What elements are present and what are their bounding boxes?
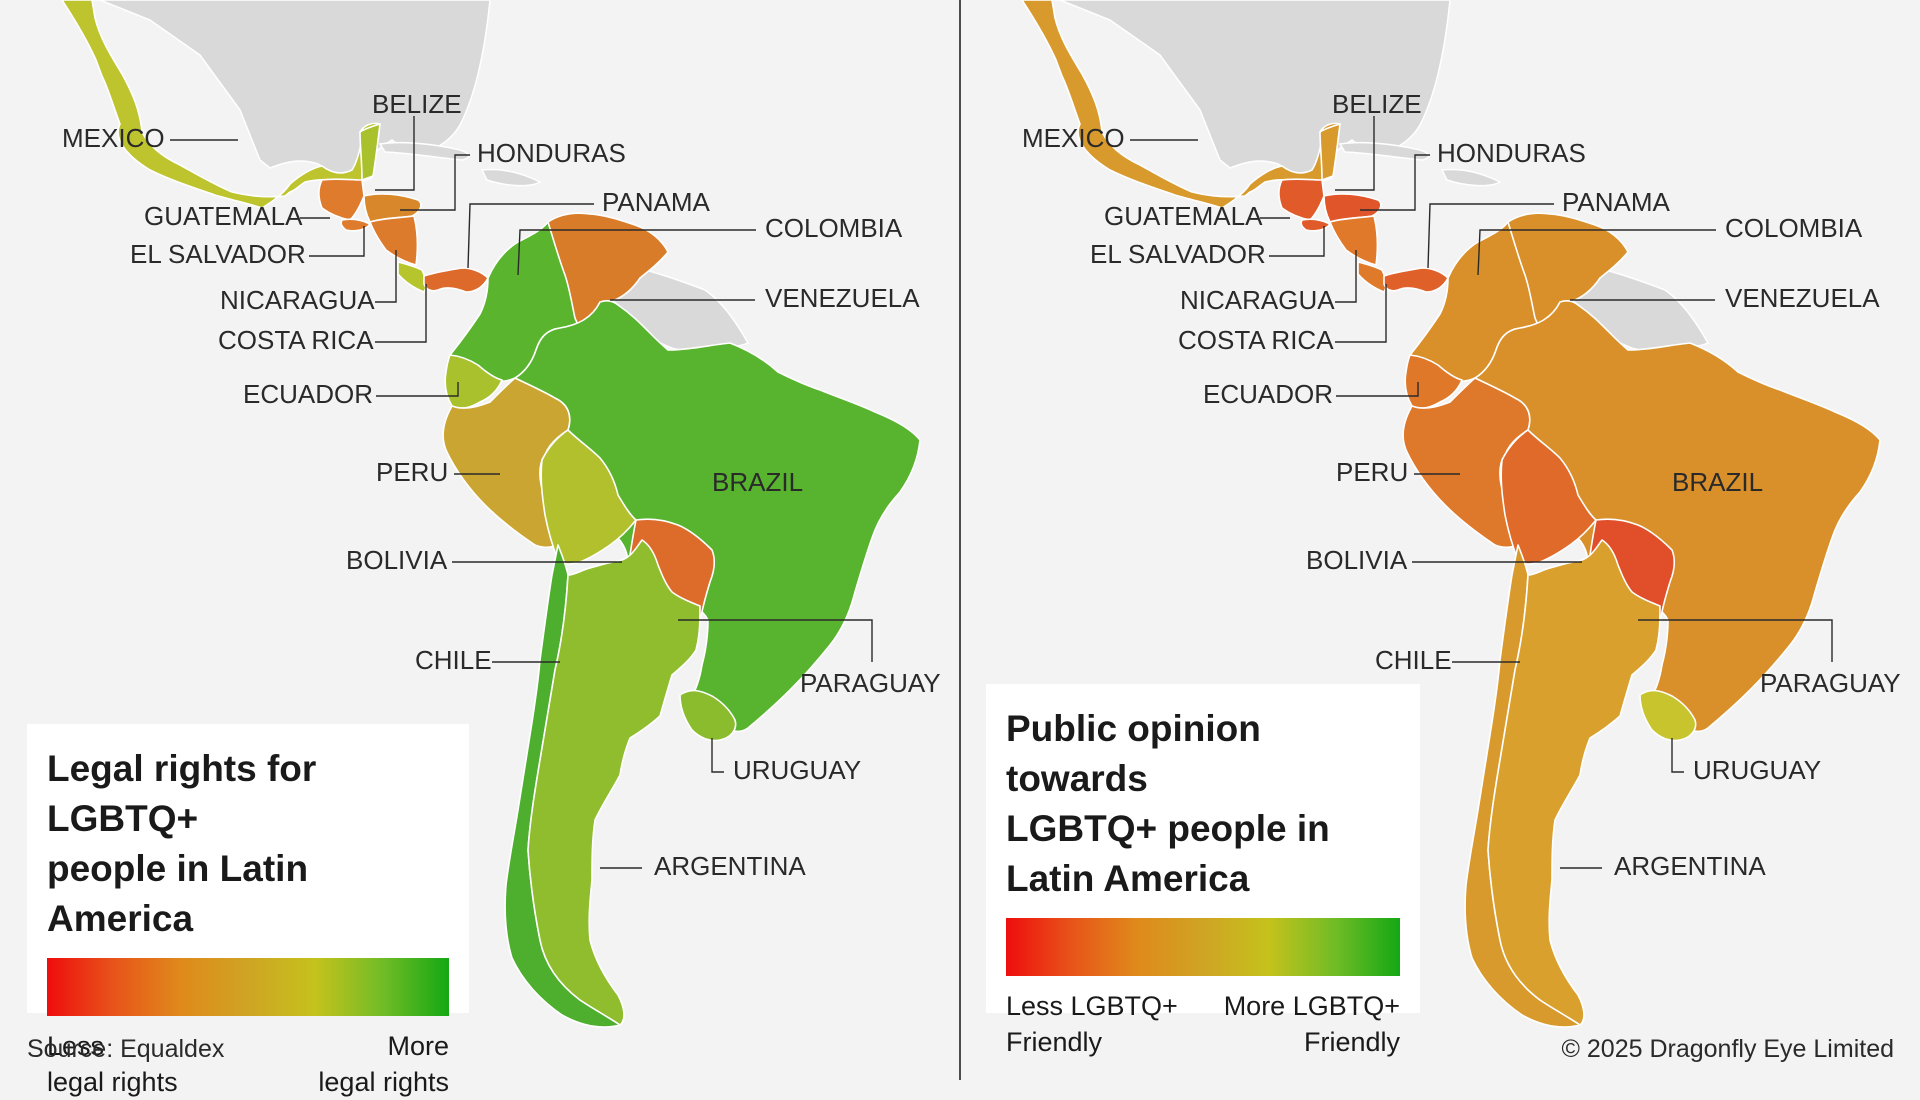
country-label-peru: PERU [1336, 457, 1408, 487]
leader-line-belize [375, 116, 415, 191]
leader-line-nicaragua [375, 250, 397, 303]
country-label-nicaragua: NICARAGUA [1180, 285, 1335, 315]
country-label-venezuela: VENEZUELA [1725, 283, 1880, 313]
color-scale-bar [47, 958, 449, 1016]
country-label-ecuador: ECUADOR [1203, 379, 1333, 409]
country-label-panama: PANAMA [1562, 187, 1671, 217]
leader-line-el-salvador [1269, 226, 1325, 257]
leader-line-paraguay [1638, 619, 1833, 662]
country-label-honduras: HONDURAS [477, 138, 626, 168]
country-label-venezuela: VENEZUELA [765, 283, 920, 313]
country-label-honduras: HONDURAS [1437, 138, 1586, 168]
country-label-uruguay: URUGUAY [733, 755, 861, 785]
country-label-paraguay: PARAGUAY [800, 668, 941, 698]
leader-line-colombia [517, 229, 756, 276]
leader-line-panama [1427, 203, 1554, 269]
country-label-ecuador: ECUADOR [243, 379, 373, 409]
country-label-mexico: MEXICO [62, 123, 165, 153]
country-label-chile: CHILE [1375, 645, 1452, 675]
legend-low-label: Less LGBTQ+ Friendly [1006, 991, 1178, 1057]
map-panel-public-opinion: MEXICO BELIZE HONDURAS GUATEMALA PANAMA COLOM… [1021, 0, 1901, 1028]
legend-public-opinion: Public opinion towards LGBTQ+ people in … [986, 684, 1420, 1057]
country-label-colombia: COLOMBIA [1725, 213, 1863, 243]
country-label-paraguay: PARAGUAY [1760, 668, 1901, 698]
country-label-el-salvador: EL SALVADOR [130, 239, 306, 269]
country-label-nicaragua: NICARAGUA [220, 285, 375, 315]
leader-line-uruguay [711, 738, 724, 773]
legend-legal-rights: Legal rights for LGBTQ+ people in Latin … [27, 724, 469, 1097]
country-label-guatemala: GUATEMALA [1104, 201, 1263, 231]
country-label-colombia: COLOMBIA [765, 213, 903, 243]
country-label-uruguay: URUGUAY [1693, 755, 1821, 785]
country-label-costa-rica: COSTA RICA [218, 325, 374, 355]
country-label-bolivia: BOLIVIA [1306, 545, 1408, 575]
legend-title-legal-rights: Legal rights for LGBTQ+ people in Latin … [47, 748, 317, 939]
country-label-mexico: MEXICO [1022, 123, 1125, 153]
leader-line-costa-rica [1335, 284, 1387, 343]
leader-line-panama [467, 203, 594, 269]
leader-line-paraguay [678, 619, 873, 662]
leader-line-el-salvador [309, 226, 365, 257]
leader-line-nicaragua [1335, 250, 1357, 303]
country-label-argentina: ARGENTINA [654, 851, 806, 881]
leader-line-honduras [1360, 154, 1430, 211]
leader-line-ecuador [376, 382, 459, 397]
country-label-chile: CHILE [415, 645, 492, 675]
map-panel-legal-rights: MEXICO BELIZE HONDURAS GUATEMALA PANAMA COLOM… [61, 0, 941, 1028]
country-label-belize: BELIZE [372, 89, 462, 119]
leader-line-honduras [400, 154, 470, 211]
country-label-guatemala: GUATEMALA [144, 201, 303, 231]
leader-line-uruguay [1671, 738, 1684, 773]
country-label-belize: BELIZE [1332, 89, 1422, 119]
country-label-panama: PANAMA [602, 187, 711, 217]
color-scale-bar [1006, 918, 1400, 976]
legend-high-label: More LGBTQ+ Friendly [1223, 991, 1400, 1057]
copyright-note: © 2025 Dragonfly Eye Limited [1561, 1035, 1894, 1063]
legend-scale-labels: Less LGBTQ+ Friendly More LGBTQ+ Friendl… [1006, 988, 1400, 1060]
country-label-peru: PERU [376, 457, 448, 487]
leader-line-colombia [1477, 229, 1716, 276]
source-note: Source: Equaldex [27, 1035, 225, 1063]
legend-high-label: More legal rights [318, 1031, 449, 1097]
leader-line-belize [1335, 116, 1375, 191]
country-label-brazil: BRAZIL [1672, 467, 1763, 497]
leader-line-ecuador [1336, 382, 1419, 397]
leader-line-costa-rica [375, 284, 427, 343]
country-label-bolivia: BOLIVIA [346, 545, 448, 575]
country-label-costa-rica: COSTA RICA [1178, 325, 1334, 355]
country-label-argentina: ARGENTINA [1614, 851, 1766, 881]
country-label-brazil: BRAZIL [712, 467, 803, 497]
country-label-el-salvador: EL SALVADOR [1090, 239, 1266, 269]
legend-title-public-opinion: Public opinion towards LGBTQ+ people in … [1006, 708, 1330, 899]
